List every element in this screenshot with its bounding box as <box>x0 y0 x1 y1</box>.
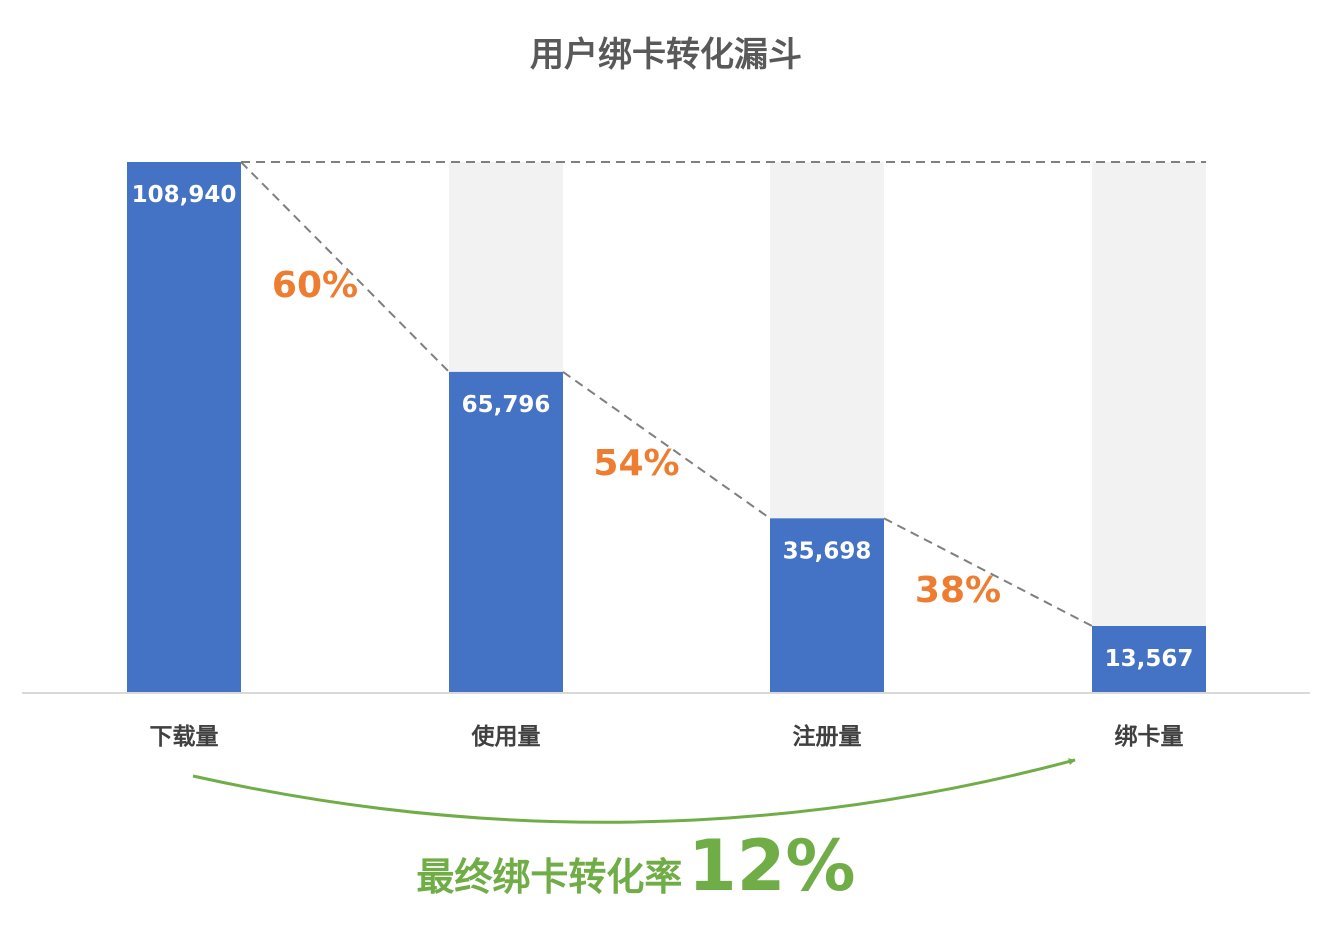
bar-value-label: 108,940 <box>132 182 237 208</box>
background-bar <box>1092 162 1206 692</box>
step-rate-label: 38% <box>915 570 1001 611</box>
overall-conversion-arrow <box>192 758 1076 824</box>
step-connector-line <box>562 371 771 520</box>
bar-value-label: 13,567 <box>1105 646 1194 672</box>
value-bars <box>127 162 1206 692</box>
bar-value-label: 35,698 <box>783 538 872 564</box>
category-label: 下载量 <box>150 724 219 750</box>
value-bar <box>770 518 884 692</box>
connector-lines <box>240 161 1206 627</box>
step-rate-labels: 60% 54% 38% <box>272 265 1001 611</box>
category-label: 绑卡量 <box>1115 723 1184 750</box>
category-label: 使用量 <box>471 724 541 750</box>
bar-value-label: 65,796 <box>462 392 551 418</box>
step-connector-line <box>240 161 450 373</box>
final-conversion-rate: 12% <box>688 825 856 907</box>
value-bar <box>1092 625 1206 692</box>
chart-title: 用户绑卡转化漏斗 <box>530 35 802 75</box>
step-rate-label: 60% <box>272 265 358 306</box>
final-conversion-label: 最终绑卡转化率 <box>416 855 682 899</box>
step-connector-line <box>883 517 1093 627</box>
category-label: 注册量 <box>793 723 862 750</box>
final-conversion-text: 最终绑卡转化率 12% <box>416 825 855 907</box>
step-rate-label: 54% <box>593 443 679 484</box>
value-bar <box>127 162 241 692</box>
category-labels: 下载量 使用量 注册量 绑卡量 <box>150 723 1184 750</box>
value-labels: 108,940 65,796 35,698 13,567 <box>132 182 1194 672</box>
background-bars <box>127 162 1206 692</box>
value-bar <box>449 371 563 692</box>
